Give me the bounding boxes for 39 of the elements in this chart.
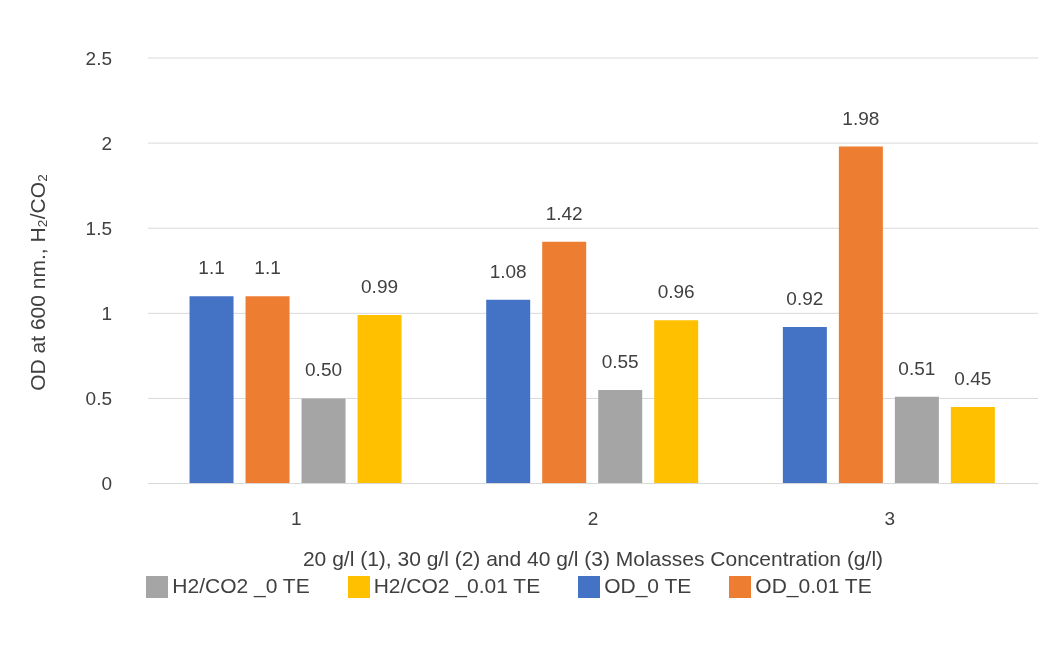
bar: [301, 398, 346, 484]
legend-label: OD_0 TE: [604, 573, 692, 597]
data-label: 1.08: [489, 260, 527, 282]
data-label: 0.99: [361, 276, 399, 298]
x-tick-label: 3: [884, 508, 895, 530]
y-tick-label: 1: [101, 303, 112, 325]
bar: [782, 326, 827, 484]
y-tick-label: 1.5: [85, 217, 112, 239]
x-axis-title: 20 g/l (1), 30 g/l (2) and 40 g/l (3) Molasses Concentration (g/l): [302, 546, 884, 570]
legend-label: H2/CO2 _0 TE: [172, 573, 310, 597]
legend-label: OD_0.01 TE: [755, 573, 872, 597]
x-tick-label: 2: [587, 508, 599, 530]
data-label: 1.98: [842, 107, 880, 129]
data-label: 0.55: [601, 350, 639, 372]
bar: [357, 315, 402, 484]
y-tick-label: 2.5: [85, 47, 112, 69]
data-label: 0.51: [898, 357, 936, 379]
bar: [245, 296, 290, 484]
bar: [838, 146, 883, 484]
data-label: 0.92: [786, 287, 824, 309]
data-label: 1.1: [254, 257, 281, 279]
legend-label: H2/CO2 _0.01 TE: [373, 573, 541, 597]
y-axis-title: OD at 600 nm., H₂/CO₂: [26, 173, 50, 391]
y-tick-label: 0: [101, 473, 112, 495]
data-label: 0.96: [657, 281, 695, 303]
data-label: 1.42: [545, 202, 583, 224]
bar: [542, 241, 587, 484]
bar: [486, 299, 531, 484]
data-label: 0.45: [954, 367, 992, 389]
bar: [654, 320, 699, 484]
x-tick-label: 1: [291, 508, 302, 530]
bar: [894, 396, 939, 484]
bar: [189, 296, 234, 484]
bar: [950, 406, 995, 484]
data-label: 0.50: [305, 359, 343, 381]
data-label: 1.1: [198, 257, 225, 279]
y-tick-label: 0.5: [85, 388, 112, 410]
bar: [598, 389, 643, 484]
y-tick-label: 2: [101, 132, 112, 154]
